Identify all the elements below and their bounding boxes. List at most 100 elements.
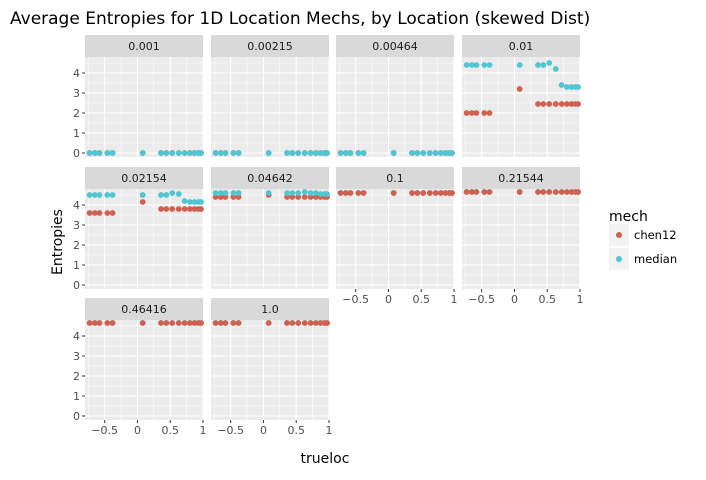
facet-panel: 0.00464 — [336, 35, 455, 157]
facet-strip-label: 0.00215 — [247, 40, 293, 53]
facet-strip — [85, 35, 203, 57]
x-tick-label: 0.5 — [161, 424, 179, 437]
data-point-median — [432, 150, 439, 156]
data-point-median — [449, 150, 455, 156]
panel-background — [462, 189, 580, 289]
data-point-chen12 — [175, 320, 182, 326]
data-point-chen12 — [284, 320, 290, 326]
data-point-median — [347, 150, 354, 156]
data-point-chen12 — [222, 320, 229, 326]
data-point-median — [437, 150, 444, 156]
y-tick-label: 2 — [73, 239, 80, 252]
data-point-median — [91, 150, 98, 156]
data-point-median — [390, 150, 397, 156]
facet-strip — [462, 167, 580, 189]
x-tick-label: 0 — [385, 293, 392, 306]
data-point-median — [104, 150, 111, 156]
data-point-median — [198, 150, 204, 156]
data-point-median — [158, 192, 164, 198]
facet-strip-label: 0.04642 — [247, 172, 293, 185]
data-point-chen12 — [481, 110, 488, 116]
x-tick-label: 1 — [326, 424, 333, 437]
facet-strip-label: 0.21544 — [498, 172, 544, 185]
data-point-chen12 — [212, 320, 219, 326]
data-point-chen12 — [139, 199, 146, 205]
data-point-chen12 — [186, 320, 193, 326]
data-point-chen12 — [91, 320, 98, 326]
data-point-chen12 — [139, 320, 146, 326]
x-tick-label: −0.5 — [91, 424, 118, 437]
facet-strip-label: 0.1 — [386, 172, 404, 185]
data-point-chen12 — [563, 189, 570, 195]
facet-strip-label: 0.001 — [128, 40, 160, 53]
data-point-median — [91, 192, 98, 198]
facet-panels: 0.001 0 1 2 3 4 0.00215 0.00464 0.01 0.02154 0 1 2 3 4… — [73, 35, 584, 437]
data-point-median — [552, 66, 559, 72]
data-point-median — [324, 191, 330, 197]
facet-strip-label: 0.02154 — [121, 172, 167, 185]
data-point-chen12 — [409, 190, 415, 196]
x-tick-label: −0.5 — [468, 293, 495, 306]
y-tick-label: 0 — [73, 147, 80, 160]
data-point-median — [217, 190, 224, 196]
data-point-median — [284, 150, 290, 156]
facet-strip-label: 0.00464 — [372, 40, 418, 53]
data-point-chen12 — [86, 320, 93, 326]
facet-panel: 1.0 −0.5 0 0.5 1 — [211, 298, 333, 437]
data-point-median — [163, 192, 170, 198]
facet-strip — [336, 167, 454, 189]
data-point-median — [337, 150, 344, 156]
facet-panel: 0.00215 — [211, 35, 330, 157]
data-point-chen12 — [307, 194, 314, 200]
data-point-median — [109, 150, 116, 156]
data-point-median — [265, 150, 272, 156]
data-point-chen12 — [481, 189, 488, 195]
data-point-median — [186, 150, 193, 156]
data-point-median — [540, 62, 547, 68]
data-point-median — [235, 190, 242, 196]
data-point-chen12 — [265, 320, 272, 326]
data-point-median — [265, 190, 272, 196]
data-point-chen12 — [312, 194, 319, 200]
data-point-chen12 — [312, 320, 319, 326]
y-tick-label: 1 — [73, 259, 80, 272]
data-point-median — [109, 192, 116, 198]
legend-swatch-median — [616, 256, 622, 262]
data-point-chen12 — [535, 101, 541, 107]
facet-panel: 0.01 — [462, 35, 581, 157]
x-tick-label: −0.5 — [217, 424, 244, 437]
data-point-median — [222, 150, 229, 156]
data-point-median — [104, 192, 111, 198]
panel-background — [211, 57, 329, 157]
data-point-chen12 — [307, 320, 314, 326]
y-tick-label: 2 — [73, 370, 80, 383]
data-point-median — [163, 150, 170, 156]
data-point-median — [139, 192, 146, 198]
data-point-chen12 — [540, 101, 547, 107]
data-point-median — [558, 82, 565, 88]
facet-strip — [462, 35, 580, 57]
facet-panel: 0.46416 0 1 2 3 4 −0.5 0 0.5 1 — [73, 298, 207, 437]
x-tick-label: 0 — [260, 424, 267, 437]
data-point-chen12 — [535, 189, 541, 195]
panel-background — [85, 57, 203, 157]
data-point-chen12 — [347, 190, 354, 196]
data-point-chen12 — [289, 194, 296, 200]
facet-strip-label: 0.46416 — [121, 303, 167, 316]
data-point-median — [169, 150, 176, 156]
x-axis-title: trueloc — [301, 451, 350, 467]
legend: mech chen12 median — [609, 209, 677, 270]
data-point-chen12 — [546, 189, 553, 195]
data-point-chen12 — [463, 189, 470, 195]
data-point-chen12 — [295, 320, 302, 326]
y-tick-label: 3 — [73, 350, 80, 363]
data-point-chen12 — [222, 194, 229, 200]
data-point-chen12 — [217, 320, 224, 326]
data-point-chen12 — [463, 110, 470, 116]
data-point-chen12 — [217, 194, 224, 200]
data-point-chen12 — [104, 320, 111, 326]
data-point-chen12 — [169, 320, 176, 326]
data-point-median — [289, 150, 296, 156]
data-point-chen12 — [175, 206, 182, 212]
data-point-chen12 — [212, 194, 219, 200]
